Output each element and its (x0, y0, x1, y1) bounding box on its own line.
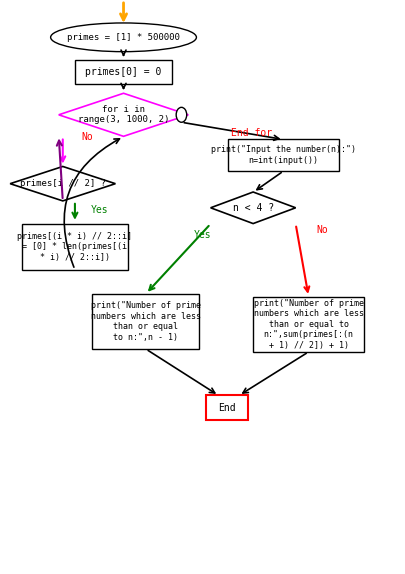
FancyBboxPatch shape (206, 395, 248, 420)
Text: Yes: Yes (90, 204, 108, 215)
Text: End: End (218, 402, 236, 413)
Circle shape (176, 107, 187, 122)
FancyBboxPatch shape (253, 297, 364, 351)
Text: End for: End for (230, 128, 272, 138)
FancyBboxPatch shape (92, 294, 199, 348)
Text: primes[(i * i) // 2::i]
= [0] * len(primes[(i
* i) // 2::i]): primes[(i * i) // 2::i] = [0] * len(prim… (17, 232, 132, 262)
Text: Yes: Yes (194, 230, 211, 241)
FancyBboxPatch shape (22, 224, 128, 270)
Polygon shape (10, 166, 115, 201)
Text: print("Input the number(n):")
n=int(input()): print("Input the number(n):") n=int(inpu… (211, 145, 356, 165)
Text: primes[i // 2] ?: primes[i // 2] ? (20, 179, 106, 188)
Polygon shape (59, 93, 188, 136)
Ellipse shape (51, 23, 196, 52)
Text: print("Number of prime
numbers which are less
than or equal
to n:",n - 1): print("Number of prime numbers which are… (91, 301, 201, 342)
Text: No: No (316, 224, 328, 235)
Text: print("Number of prime
numbers which are less
than or equal to
n:",sum(primes[:(: print("Number of prime numbers which are… (254, 299, 364, 350)
Text: for i in
range(3, 1000, 2): for i in range(3, 1000, 2) (78, 105, 169, 125)
FancyBboxPatch shape (228, 139, 339, 171)
Text: primes = [1] * 500000: primes = [1] * 500000 (67, 33, 180, 42)
Polygon shape (211, 192, 296, 223)
Text: No: No (81, 131, 93, 142)
Text: n < 4 ?: n < 4 ? (232, 203, 274, 213)
FancyBboxPatch shape (75, 60, 172, 84)
Text: primes[0] = 0: primes[0] = 0 (85, 67, 162, 77)
